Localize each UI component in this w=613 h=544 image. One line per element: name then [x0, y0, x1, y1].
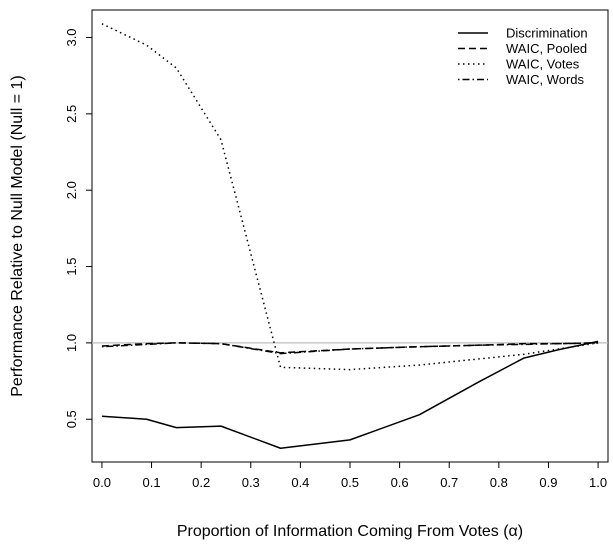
series-line-waic-votes [101, 23, 599, 371]
y-tick-label: 2.5 [64, 105, 79, 123]
x-axis: 0.0 0.1 0.2 0.3 0.4 0.5 0.6 0.7 0.8 0.9 1.0 [93, 462, 607, 490]
legend-label-waic-votes: WAIC, Votes [506, 57, 580, 72]
x-tick-label: 0.5 [341, 475, 359, 490]
series-line-waic-pooled [101, 342, 599, 354]
y-tick-label: 2.0 [64, 181, 79, 199]
x-tick-label: 0.9 [539, 475, 557, 490]
x-tick-label: 0.3 [242, 475, 260, 490]
x-tick-label: 0.2 [192, 475, 210, 490]
y-tick-label: 0.5 [64, 410, 79, 428]
x-tick-label: 0.4 [291, 475, 309, 490]
x-tick-label: 0.7 [440, 475, 458, 490]
x-tick-label: 0.8 [490, 475, 508, 490]
y-axis: 0.5 1.0 1.5 2.0 2.5 3.0 [64, 28, 92, 428]
legend-label-discrimination: Discrimination [506, 26, 588, 41]
x-axis-label: Proportion of Information Coming From Vo… [177, 523, 523, 540]
x-tick-label: 0.1 [142, 475, 160, 490]
y-tick-label: 1.0 [64, 334, 79, 352]
x-tick-label: 0.0 [93, 475, 111, 490]
x-tick-label: 1.0 [589, 475, 607, 490]
series-line-discrimination [101, 340, 599, 450]
legend-label-waic-words: WAIC, Words [506, 72, 585, 87]
series-layer [101, 23, 599, 450]
y-axis-label: Performance Relative to Null Model (Null… [9, 75, 26, 396]
series-line-waic-words [101, 342, 599, 355]
x-tick-label: 0.6 [391, 475, 409, 490]
y-tick-label: 3.0 [64, 28, 79, 46]
legend-label-waic-pooled: WAIC, Pooled [506, 41, 587, 56]
plot-area [91, 9, 609, 463]
y-tick-label: 1.5 [64, 258, 79, 276]
